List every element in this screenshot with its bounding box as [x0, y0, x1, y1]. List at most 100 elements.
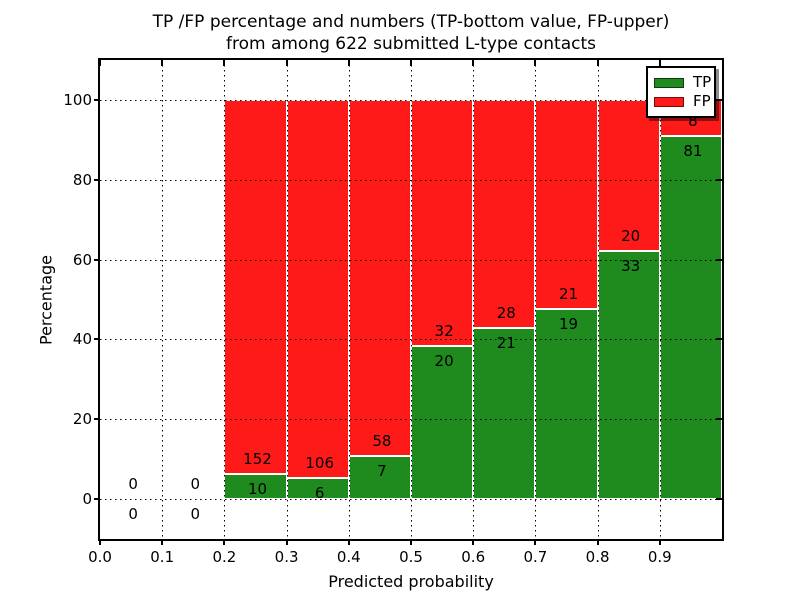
fp-bar: [286, 99, 349, 478]
chart-title-line2: from among 622 submitted L-type contacts: [225, 34, 597, 54]
y-tick: [94, 338, 100, 341]
fp-count-label: 106: [305, 453, 335, 472]
y-tick: [94, 498, 100, 501]
x-tick: [285, 60, 288, 66]
y-tick: [716, 498, 722, 501]
x-tick-label: 0.7: [523, 548, 548, 566]
tp-count-label: 81: [683, 141, 703, 160]
x-tick-label: 0.9: [647, 548, 672, 566]
x-tick: [223, 60, 226, 66]
fp-count-label: 28: [496, 304, 516, 322]
y-tick: [716, 338, 722, 341]
y-tick: [94, 418, 100, 421]
legend-label-fp: FP: [693, 92, 711, 110]
x-tick-label: 0.8: [585, 548, 610, 566]
tp-count-label: 0: [190, 505, 201, 524]
tp-count-label: 19: [558, 315, 579, 334]
x-tick: [161, 539, 164, 545]
x-tick: [596, 539, 599, 545]
v-gridline: [473, 60, 475, 539]
x-tick-label: 0.0: [88, 548, 112, 566]
tp-bar: [535, 309, 598, 500]
v-gridline: [348, 60, 350, 539]
x-tick-label: 0.5: [399, 548, 423, 566]
fp-count-label: 0: [190, 475, 201, 494]
tp-bar: [473, 328, 536, 500]
fp-bar: [348, 99, 411, 457]
y-tick: [716, 98, 722, 101]
tp-count-label: 21: [496, 334, 516, 352]
x-tick-label: 0.4: [336, 548, 361, 566]
tp-count-label: 10: [247, 480, 268, 499]
y-tick: [94, 258, 100, 261]
x-tick-label: 0.3: [274, 548, 299, 566]
x-tick: [285, 539, 288, 545]
x-tick: [596, 60, 599, 66]
tp-bar: [224, 474, 287, 500]
v-gridline: [597, 60, 599, 539]
x-tick: [410, 60, 412, 66]
tp-count-label: 0: [128, 505, 138, 524]
tp-count-label: 7: [377, 462, 387, 481]
x-tick-label: 0.2: [212, 548, 237, 566]
chart-title-line1: TP /FP percentage and numbers (TP-bottom…: [152, 12, 670, 32]
fp-bar: [411, 99, 474, 346]
x-tick: [658, 60, 661, 66]
fp-count-label: 32: [434, 321, 454, 340]
fp-bar: [224, 99, 287, 475]
y-tick-label: 80: [72, 170, 92, 189]
x-tick: [534, 60, 537, 66]
x-tick: [534, 539, 537, 545]
fp-count-label: 20: [621, 226, 641, 245]
fp-count-label: 58: [372, 432, 392, 451]
y-tick-label: 0: [82, 490, 92, 509]
y-tick-label: 100: [63, 90, 92, 109]
tp-count-label: 6: [314, 483, 325, 502]
fp-bar: [535, 99, 598, 310]
y-tick: [94, 98, 100, 101]
x-tick: [347, 60, 350, 66]
v-gridline: [535, 60, 537, 539]
x-tick: [472, 60, 475, 66]
y-tick: [716, 258, 722, 261]
x-tick-label: 0.6: [461, 548, 486, 566]
y-tick-label: 60: [72, 250, 92, 269]
tp-bar: [659, 135, 722, 500]
legend-row-tp: TP: [654, 73, 712, 92]
tp-count-label: 33: [621, 256, 641, 275]
fp-count-label: 0: [128, 475, 138, 494]
x-tick-label: 0.1: [150, 548, 175, 566]
x-tick: [472, 539, 475, 545]
x-tick: [99, 60, 101, 66]
v-gridline: [286, 60, 288, 539]
x-tick: [410, 539, 412, 545]
v-gridline: [162, 60, 164, 539]
tp-count-label: 20: [434, 351, 454, 370]
fp-bar: [473, 99, 536, 328]
x-tick: [658, 539, 661, 545]
tp-bar: [597, 250, 660, 500]
x-tick: [99, 539, 101, 545]
fp-legend-swatch-icon: [654, 96, 684, 107]
y-tick-label: 40: [72, 330, 92, 349]
fp-bar: [597, 99, 660, 251]
y-tick: [716, 178, 722, 181]
legend-row-fp: FP: [654, 92, 711, 111]
y-tick: [716, 418, 722, 421]
fp-count-label: 152: [243, 450, 272, 469]
legend-label-tp: TP: [693, 73, 712, 91]
y-tick: [94, 178, 100, 181]
legend: TP FP: [646, 66, 716, 118]
v-gridline: [411, 60, 412, 539]
v-gridline: [659, 60, 661, 539]
x-tick: [223, 539, 226, 545]
x-axis-label: Predicted probability: [328, 572, 494, 591]
fp-count-label: 8: [688, 111, 698, 130]
x-tick: [347, 539, 350, 545]
fp-count-label: 21: [558, 285, 579, 304]
y-tick-label: 20: [72, 410, 92, 429]
x-tick: [161, 60, 164, 66]
v-gridline: [224, 60, 226, 539]
